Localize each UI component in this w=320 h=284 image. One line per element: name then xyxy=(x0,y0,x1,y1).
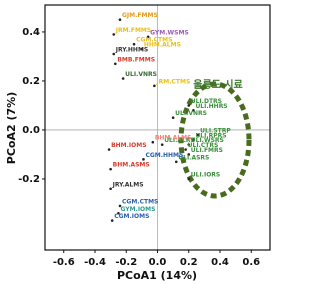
point xyxy=(187,143,191,146)
point-label: ULI.STRP xyxy=(200,127,231,134)
point-label: JRM.CTMS xyxy=(155,78,190,85)
point-label: ULI.IORS xyxy=(191,171,220,178)
point xyxy=(187,177,191,181)
point xyxy=(151,140,155,144)
point-label: GYM.IOMS xyxy=(120,206,155,213)
cluster-ellipse xyxy=(178,81,252,199)
point-label: ULI.VNRS xyxy=(175,110,207,117)
point xyxy=(171,116,175,119)
point-label: BHM.IOMS xyxy=(111,142,146,149)
point-label: BMB.FMMS xyxy=(117,56,155,63)
point xyxy=(117,211,120,215)
point-label: ULI.DTRS xyxy=(191,98,222,105)
y-tick-label: 0.0 xyxy=(22,125,40,136)
point xyxy=(184,148,187,151)
annotation: 울릉도 시료 xyxy=(193,79,242,91)
x-tick-label: -0.2 xyxy=(115,257,137,268)
point-label: CGM.CTMS xyxy=(136,37,172,44)
point xyxy=(196,133,200,137)
point xyxy=(132,42,136,46)
point-label: CGM.HHMS xyxy=(145,152,183,159)
point-label: ULI.VNRS xyxy=(125,71,157,78)
point-label: GYM.WSMS xyxy=(150,29,189,36)
x-axis-label: PCoA1 (14%) xyxy=(117,269,197,282)
point-label: CGM.IOMS xyxy=(114,213,149,220)
point xyxy=(109,187,112,191)
point xyxy=(121,77,125,80)
point-label: JRM.FMMS xyxy=(115,27,151,34)
point xyxy=(118,204,122,208)
point-label: ULI.RPRS xyxy=(195,132,226,139)
point-label: JRY.ALMS xyxy=(112,181,144,188)
plot-frame xyxy=(44,4,271,251)
point-label: JRY.HHMS xyxy=(115,47,149,54)
point xyxy=(112,52,116,56)
x-tick-label: 0.6 xyxy=(242,257,260,268)
y-axis-label: PCoA2 (7%) xyxy=(5,92,18,164)
point-label: BHM.ASMS xyxy=(113,162,150,169)
point-label: ULI.ASRS xyxy=(178,154,209,161)
y-tick-label: 0.2 xyxy=(22,76,40,87)
point-label: ULI.HHRS xyxy=(195,103,227,110)
point xyxy=(118,18,122,22)
point-label: CGM.CTMS xyxy=(122,198,158,205)
x-tick-label: -0.4 xyxy=(84,257,106,268)
point xyxy=(107,148,111,151)
x-tick-label: 0.4 xyxy=(211,257,229,268)
point xyxy=(160,143,164,146)
point xyxy=(146,35,150,39)
point xyxy=(114,62,117,66)
point-label: ULI.WSRS xyxy=(191,137,224,144)
point xyxy=(142,158,145,161)
point xyxy=(187,104,191,107)
point xyxy=(174,160,178,164)
point-label: ULI.FMRS xyxy=(191,147,223,154)
y-tick-label: 0.4 xyxy=(22,27,40,38)
point xyxy=(192,138,195,142)
point xyxy=(109,167,112,171)
chart: PCoA1 (14%) PCoA2 (7%) -0.6 -0.4 -0.2 0.0 0.… xyxy=(0,0,278,284)
point-label: ULI.CTRS xyxy=(188,142,219,149)
x-tick-label: 0.2 xyxy=(180,257,198,268)
point xyxy=(112,33,116,36)
x-tick-label: -0.6 xyxy=(53,257,75,268)
point-label: BHM.ALMS xyxy=(155,135,192,142)
point xyxy=(192,109,195,112)
point xyxy=(187,153,191,156)
point xyxy=(140,47,144,51)
point-label: GJM.FMMS xyxy=(122,12,158,19)
y-tick-label: -0.2 xyxy=(18,174,40,185)
point xyxy=(153,84,156,88)
point-label: ULI.ALRS xyxy=(164,137,195,144)
x-tick-label: 0.0 xyxy=(149,257,167,268)
point-label: HHM.ALMS xyxy=(144,42,181,49)
point xyxy=(110,219,114,222)
background xyxy=(0,0,278,284)
